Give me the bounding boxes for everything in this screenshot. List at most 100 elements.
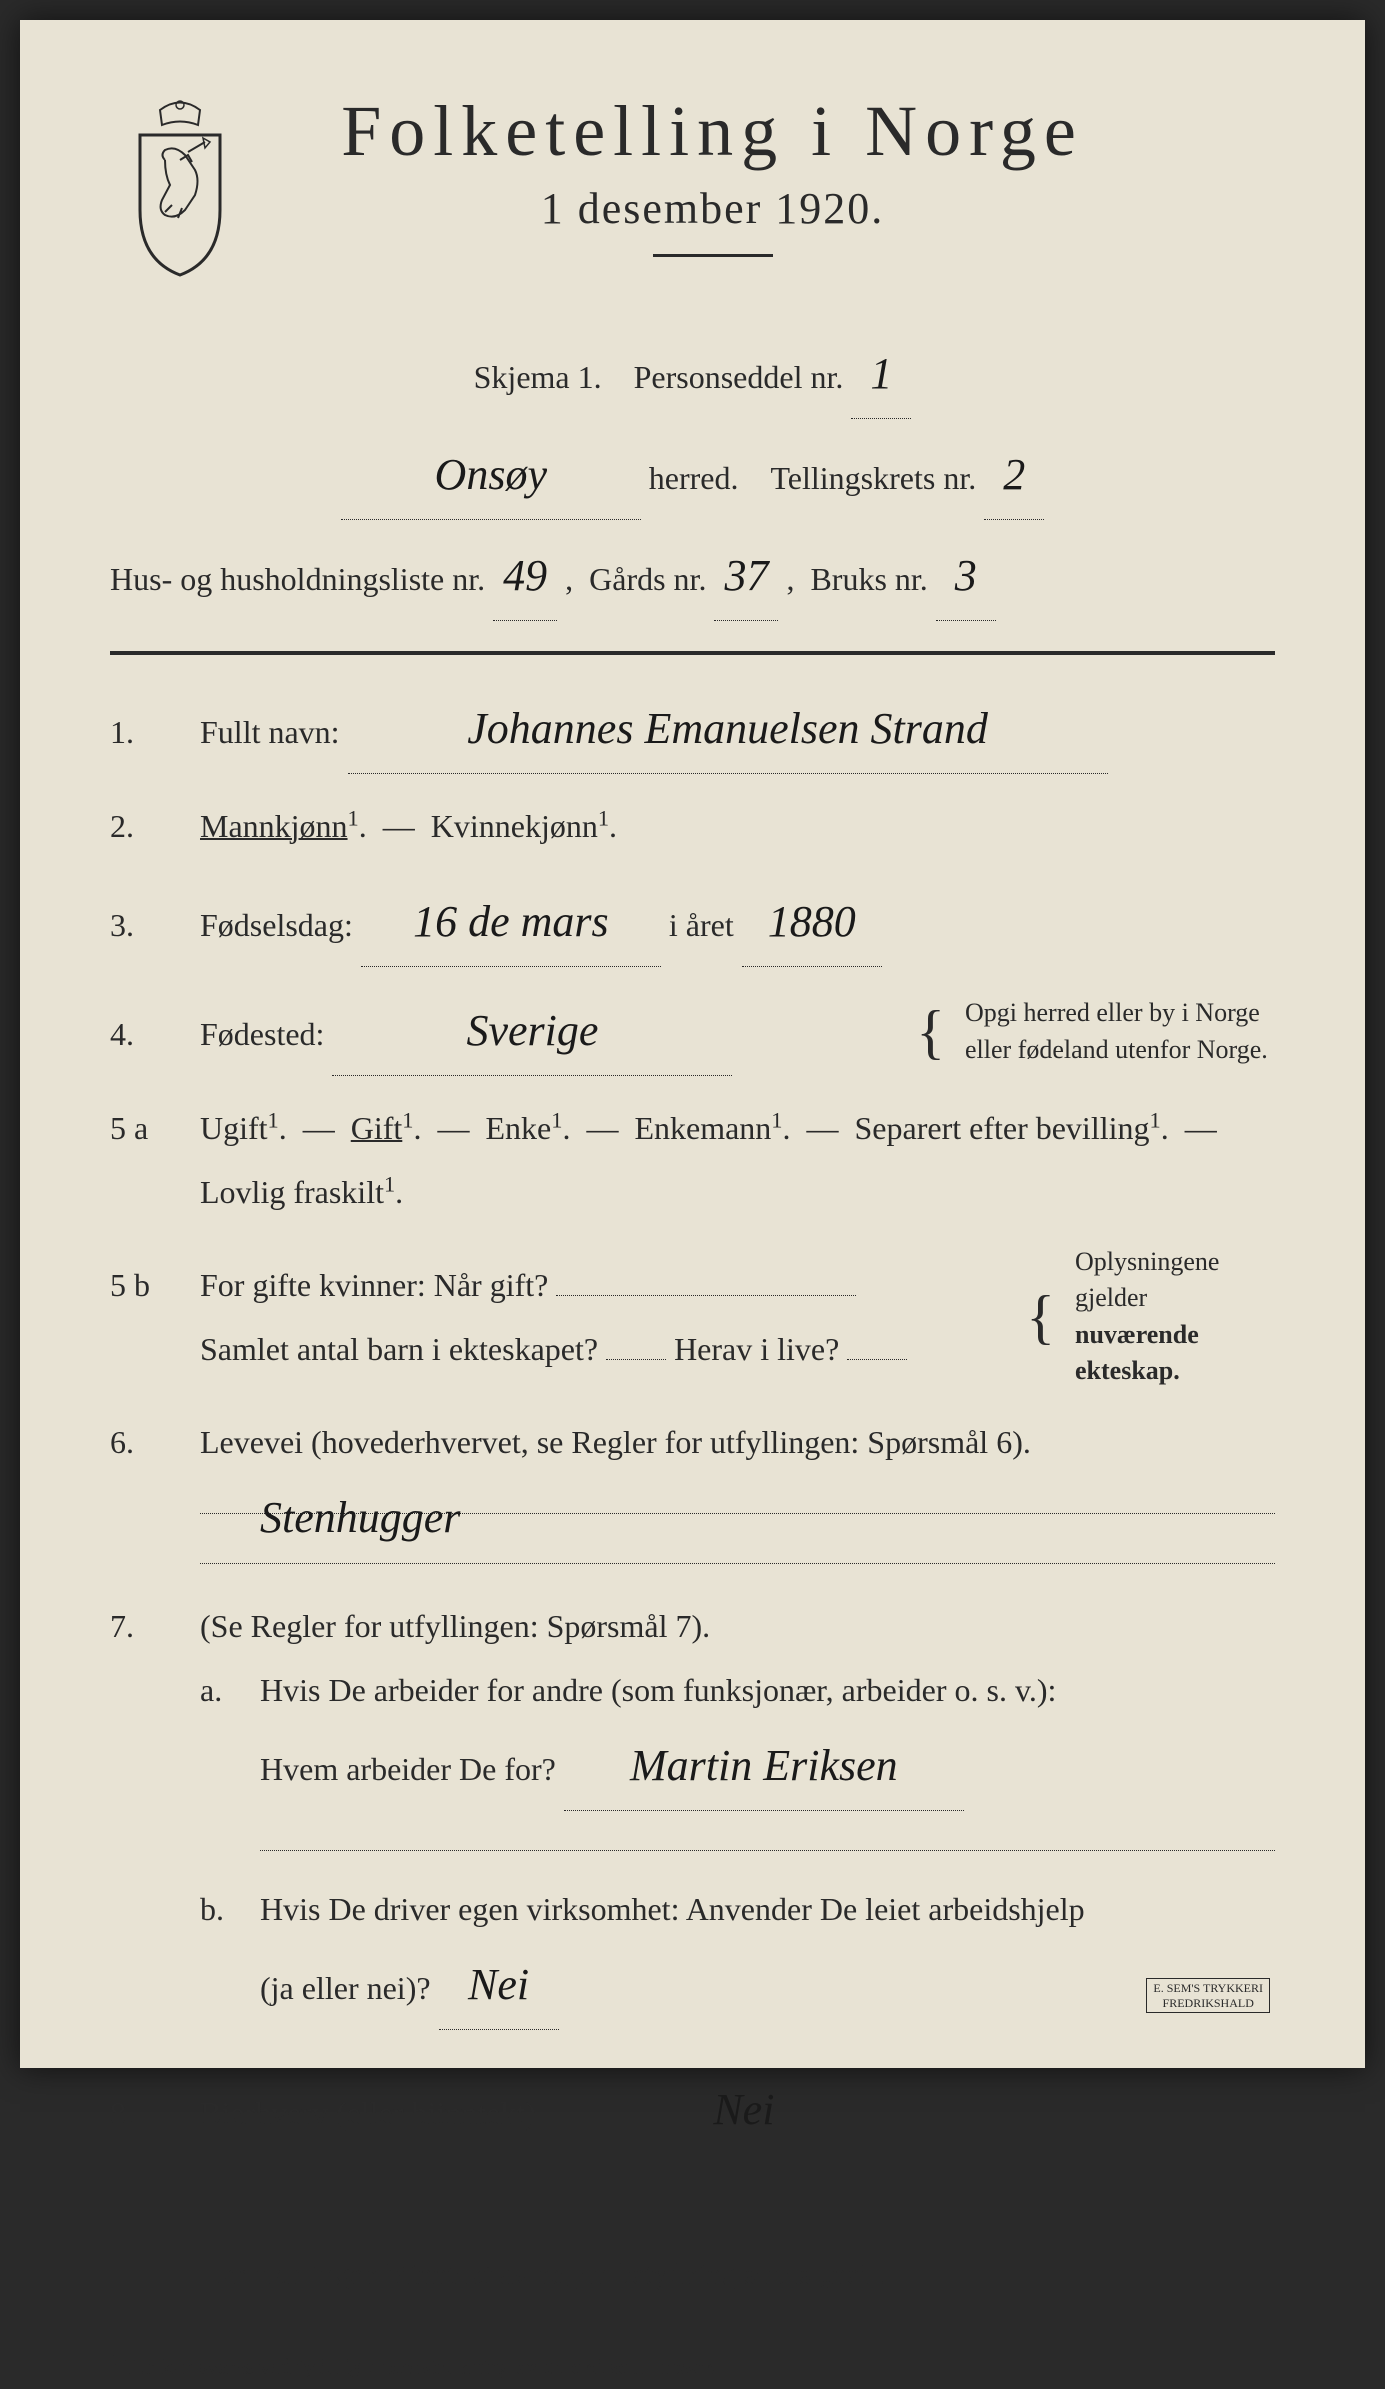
footnote-pre: Her kan svares ved bbox=[123, 2354, 297, 2379]
meta-block: Skjema 1. Personseddel nr. 1 Onsøy herre… bbox=[110, 330, 1275, 621]
bruks-label: Bruks nr. bbox=[810, 547, 927, 611]
tellingskrets-nr: 2 bbox=[984, 431, 1044, 520]
q4-value: Sverige bbox=[332, 987, 732, 1076]
q2-dash: — bbox=[383, 808, 415, 844]
q5b-l2-v1 bbox=[606, 1359, 666, 1360]
q7b-body: Hvis De driver egen virksomhet: Anvender… bbox=[260, 1877, 1275, 2030]
q1-value: Johannes Emanuelsen Strand bbox=[348, 685, 1108, 774]
question-5a: 5 a Ugift1. — Gift1. — Enke1. — Enkemann… bbox=[110, 1096, 1275, 1224]
q4-sidenote-text: Opgi herred eller by i Norge eller fødel… bbox=[965, 995, 1275, 1068]
q2-num: 2. bbox=[110, 794, 170, 858]
q5b-sn3: ekteskap. bbox=[1075, 1356, 1180, 1385]
main-title: Folketelling i Norge bbox=[290, 90, 1135, 173]
q7-num: 7. bbox=[110, 1594, 170, 1658]
question-6: 6. Levevei (hovederhvervet, se Regler fo… bbox=[110, 1410, 1275, 1574]
footnote-separator bbox=[110, 2335, 260, 2337]
q5b-brace: { bbox=[1026, 1275, 1055, 1359]
crest-svg bbox=[110, 100, 250, 280]
q5b-l1-label: For gifte kvinner: Når gift? bbox=[200, 1267, 548, 1303]
q4-body: Fødested: Sverige { Opgi herred eller by… bbox=[200, 987, 1275, 1076]
q5b-sn1: Oplysningene bbox=[1075, 1247, 1219, 1276]
census-form-page: Folketelling i Norge 1 desember 1920. Sk… bbox=[20, 20, 1365, 2068]
q8-value: Nei bbox=[544, 2066, 944, 2155]
husliste-label: Hus- og husholdningsliste nr. bbox=[110, 547, 485, 611]
divider-thick bbox=[110, 651, 1275, 655]
brace-icon: { bbox=[916, 999, 945, 1065]
gards-nr: 37 bbox=[714, 532, 778, 621]
q4-sidenote: { bbox=[916, 990, 945, 1074]
q2-female: Kvinnekjønn bbox=[431, 808, 598, 844]
q2-body: Mannkjønn1. — Kvinnekjønn1. bbox=[200, 794, 1275, 858]
q3-label: Fødselsdag: bbox=[200, 907, 353, 943]
q7-label: (Se Regler for utfyllingen: Spørsmål 7). bbox=[200, 1594, 1275, 1658]
q1-body: Fullt navn: Johannes Emanuelsen Strand bbox=[200, 685, 1275, 774]
q2-male: Mannkjønn bbox=[200, 808, 348, 844]
personseddel-label: Personseddel nr. bbox=[634, 345, 844, 409]
question-7b: b. Hvis De driver egen virksomhet: Anven… bbox=[200, 1877, 1275, 2030]
tellingskrets-label: Tellingskrets nr. bbox=[770, 446, 976, 510]
question-2: 2. Mannkjønn1. — Kvinnekjønn1. bbox=[110, 794, 1275, 858]
q7a-l2-label: Hvem arbeider De for? bbox=[260, 1751, 556, 1787]
norwegian-coat-of-arms-icon bbox=[110, 100, 250, 280]
q5a-body: Ugift1. — Gift1. — Enke1. — Enkemann1. —… bbox=[200, 1096, 1275, 1224]
q6-num: 6. bbox=[110, 1410, 170, 1474]
footnote-num: 1 bbox=[110, 2352, 118, 2369]
q5a-opt2: Enke bbox=[486, 1110, 552, 1146]
q6-value: Stenhugger bbox=[200, 1493, 460, 1542]
q5b-sn-bold: nuværende bbox=[1075, 1320, 1199, 1349]
skjema-label: Skjema 1. bbox=[474, 345, 602, 409]
q3-year-label: i året bbox=[669, 907, 734, 943]
question-8: 8. Bierhverv (eller biinntekt) Nei bbox=[110, 2066, 1275, 2225]
footer-note: Har man ingen biinntekt av nogen betydni… bbox=[110, 2245, 1275, 2305]
meta-line-3: Hus- og husholdningsliste nr. 49 , Gårds… bbox=[110, 532, 1275, 621]
bruks-nr: 3 bbox=[936, 532, 996, 621]
footnote: 1 Her kan svares ved tydelig understrekn… bbox=[110, 2345, 1275, 2389]
q5b-l2-label1: Samlet antal barn i ekteskapet? bbox=[200, 1331, 598, 1367]
title-block: Folketelling i Norge 1 desember 1920. bbox=[290, 90, 1275, 257]
q7b-line1: Hvis De driver egen virksomhet: Anvender… bbox=[260, 1877, 1275, 1941]
q7b-l2-value: Nei bbox=[439, 1941, 559, 2030]
q8-body: Bierhverv (eller biinntekt) Nei bbox=[200, 2066, 1275, 2225]
q5a-opt4: Separert efter bevilling bbox=[855, 1110, 1150, 1146]
q5a-opt1: Gift bbox=[351, 1110, 403, 1146]
question-3: 3. Fødselsdag: 16 de mars i året 1880 bbox=[110, 878, 1275, 967]
q7a-num: a. bbox=[200, 1658, 240, 1722]
q4-num: 4. bbox=[110, 1002, 170, 1066]
q5b-sidenote: Oplysningene gjelder nuværende ekteskap. bbox=[1075, 1244, 1275, 1390]
q5b-l2-label2: Herav i live? bbox=[674, 1331, 839, 1367]
q8-extra-line bbox=[200, 2175, 1275, 2215]
printer-mark: E. SEM'S TRYKKERI FREDRIKSHALD bbox=[1146, 1978, 1270, 2013]
q7a-body: Hvis De arbeider for andre (som funksjon… bbox=[260, 1658, 1275, 1861]
q5a-opt0: Ugift bbox=[200, 1110, 268, 1146]
q1-num: 1. bbox=[110, 700, 170, 764]
herred-label: herred. bbox=[649, 446, 739, 510]
q5a-opt3: Enkemann bbox=[634, 1110, 771, 1146]
q2-sup1: 1 bbox=[348, 805, 359, 830]
q7a-extra-line bbox=[260, 1811, 1275, 1851]
q2-sup2: 1 bbox=[598, 805, 609, 830]
q5a-opt5: Lovlig fraskilt bbox=[200, 1174, 384, 1210]
gards-label: Gårds nr. bbox=[589, 547, 706, 611]
questions: 1. Fullt navn: Johannes Emanuelsen Stran… bbox=[110, 685, 1275, 2389]
personseddel-nr: 1 bbox=[851, 330, 911, 419]
q3-body: Fødselsdag: 16 de mars i året 1880 bbox=[200, 878, 1275, 967]
title-rule bbox=[653, 254, 773, 257]
printer-l1: E. SEM'S TRYKKERI bbox=[1153, 1981, 1263, 1995]
q4-sidenote-l1: Opgi herred eller by i Norge bbox=[965, 998, 1260, 1027]
q3-year: 1880 bbox=[742, 878, 882, 967]
question-5b: 5 b For gifte kvinner: Når gift? Samlet … bbox=[110, 1244, 1275, 1390]
q5b-body: For gifte kvinner: Når gift? Samlet anta… bbox=[200, 1244, 1275, 1390]
question-1: 1. Fullt navn: Johannes Emanuelsen Stran… bbox=[110, 685, 1275, 774]
q5b-l2-v2 bbox=[847, 1359, 907, 1360]
q7b-l2-label: (ja eller nei)? bbox=[260, 1970, 431, 2006]
q5b-sn2: gjelder bbox=[1075, 1283, 1147, 1312]
herred-value: Onsøy bbox=[341, 431, 641, 520]
question-4: 4. Fødested: Sverige { Opgi herred eller… bbox=[110, 987, 1275, 1076]
q8-num: 8. bbox=[110, 2081, 170, 2145]
q7a-l2-value: Martin Eriksen bbox=[564, 1722, 964, 1811]
q7b-num: b. bbox=[200, 1877, 240, 1941]
printer-l2: FREDRIKSHALD bbox=[1153, 1996, 1263, 2010]
meta-line-2: Onsøy herred. Tellingskrets nr. 2 bbox=[110, 431, 1275, 520]
q1-label: Fullt navn: bbox=[200, 714, 340, 750]
q5b-l1-value bbox=[556, 1295, 856, 1296]
